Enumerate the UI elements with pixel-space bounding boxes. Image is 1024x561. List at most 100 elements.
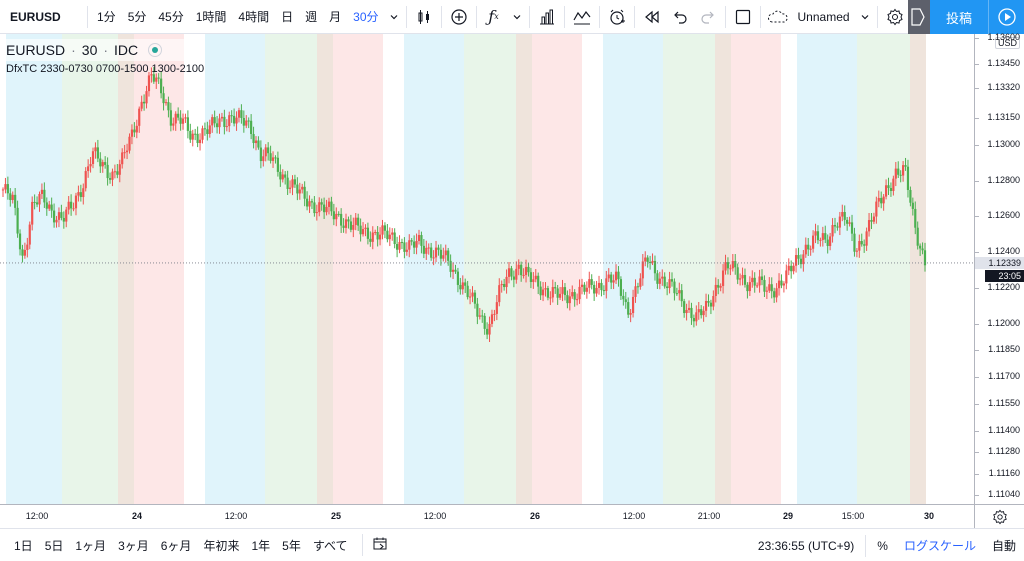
candle-body [785, 270, 788, 284]
candle-body [91, 151, 95, 165]
candle-body [661, 276, 664, 279]
candle-body [77, 192, 80, 196]
candle-body [434, 247, 438, 258]
range-ytd[interactable]: 年初来 [203, 538, 240, 553]
rectangle-icon[interactable] [729, 0, 757, 34]
candle-body [281, 174, 284, 180]
candle-body [330, 201, 333, 212]
candle-body [179, 117, 182, 124]
session-band [333, 34, 383, 504]
candle-body [94, 147, 97, 152]
candle-body [113, 171, 117, 173]
candle-body [846, 219, 849, 224]
current-price-label: 1.12339 [975, 256, 1024, 269]
replay-icon[interactable] [638, 0, 666, 34]
candle-body [726, 262, 730, 269]
price-tick-label: 1.11160 [988, 467, 1020, 478]
log-scale-toggle[interactable]: ログスケール [903, 539, 976, 553]
go-to-date-icon[interactable] [366, 536, 394, 555]
time-tick-label: 15:00 [841, 511, 865, 521]
range-3m[interactable]: 3ヶ月 [118, 538, 149, 553]
candle-body [777, 280, 781, 289]
interval-45m[interactable]: 45分 [158, 10, 184, 24]
undo-icon[interactable] [666, 0, 694, 34]
candle-body [155, 77, 158, 82]
price-tick-label: 1.12000 [987, 317, 1020, 328]
market-status-icon[interactable] [148, 43, 163, 57]
chevron-down-icon[interactable] [508, 0, 526, 34]
toolbar-divider [563, 5, 565, 28]
currency-tag[interactable]: USD [994, 37, 1020, 49]
candle-body [651, 260, 654, 263]
chart-settings-icon[interactable] [974, 504, 1024, 528]
alarm-icon[interactable] [603, 0, 631, 34]
interval-30m-active[interactable]: 30分 [353, 10, 379, 24]
range-5d[interactable]: 5日 [44, 538, 64, 553]
candle-body [855, 250, 858, 252]
play-icon[interactable] [988, 0, 1024, 34]
legend-interval: 30 [81, 42, 98, 58]
candle-body [35, 202, 39, 205]
price-tick-label: 1.11850 [988, 344, 1020, 355]
candle-body [257, 140, 260, 148]
candle-body [52, 210, 56, 223]
price-axis[interactable]: USD 1.13600 1.13450 1.13320 1.13150 1.13000 1… [974, 32, 1024, 504]
candle-body [488, 323, 491, 335]
time-axis[interactable]: 12:00 24 12:00 25 12:00 26 12:00 21:00 29 15:00 30 [0, 504, 974, 528]
interval-week[interactable]: 週 [305, 10, 318, 24]
candle-body [242, 117, 245, 126]
candle-body [208, 125, 211, 135]
range-1y[interactable]: 1年 [251, 538, 271, 553]
range-1m[interactable]: 1ヶ月 [75, 538, 107, 553]
chevron-down-icon[interactable] [856, 0, 874, 34]
range-6m[interactable]: 6ヶ月 [160, 538, 192, 553]
candle-body [252, 134, 255, 144]
chevron-down-icon[interactable] [385, 0, 403, 34]
range-1d[interactable]: 1日 [14, 538, 33, 553]
range-all[interactable]: すべて [312, 538, 348, 553]
interval-4h[interactable]: 4時間 [238, 10, 270, 24]
time-tick-label: 12:00 [622, 511, 646, 521]
candle-body [794, 255, 798, 266]
price-tick-label: 1.12400 [987, 246, 1020, 257]
candle-body [700, 309, 703, 316]
range-5y[interactable]: 5年 [282, 538, 301, 553]
candle-body [128, 136, 131, 151]
plus-circle-icon[interactable] [445, 0, 473, 34]
chart-pane[interactable]: EURUSD · 30 · IDC DfxTC 2330-0730 0700-1… [0, 34, 974, 504]
candle-body [213, 117, 216, 124]
candle-body [724, 262, 727, 271]
candle-body [649, 261, 652, 263]
clock-timezone[interactable]: 23:36:55 (UTC+9) [757, 538, 855, 553]
interval-1h[interactable]: 1時間 [195, 10, 227, 24]
interval-day[interactable]: 日 [281, 10, 294, 24]
legend-symbol[interactable]: EURUSD [6, 42, 66, 58]
indicator-legend[interactable]: DfxTC 2330-0730 0700-1500 1300-2100 [6, 63, 205, 75]
candle-body [916, 227, 919, 246]
bar-chart-icon[interactable] [533, 0, 561, 34]
layout-name-button[interactable]: Unnamed [797, 9, 850, 24]
cloud-icon[interactable] [764, 0, 792, 34]
session-band [404, 34, 464, 504]
candle-body [396, 244, 399, 250]
interval-5m[interactable]: 5分 [127, 10, 147, 24]
price-chart[interactable] [0, 34, 974, 504]
percent-scale-toggle[interactable]: % [877, 538, 888, 553]
candle-body [882, 196, 885, 204]
auto-scale-toggle[interactable]: 自動 [991, 539, 1016, 553]
interval-1m[interactable]: 1分 [97, 10, 116, 24]
candle-body [605, 278, 608, 291]
candle-body [923, 250, 927, 266]
candle-body [366, 227, 370, 239]
redo-icon[interactable] [694, 0, 722, 34]
publish-dropdown-edge[interactable] [908, 0, 930, 34]
candlestick-icon[interactable] [410, 0, 438, 34]
candle-body [279, 171, 282, 180]
indicator-icon[interactable] [568, 0, 596, 34]
symbol-search-button[interactable]: EURUSD [10, 9, 61, 24]
candle-body [824, 233, 827, 240]
publish-button[interactable]: 投稿 [930, 0, 988, 34]
gear-icon[interactable] [881, 0, 909, 34]
interval-month[interactable]: 月 [329, 10, 342, 24]
